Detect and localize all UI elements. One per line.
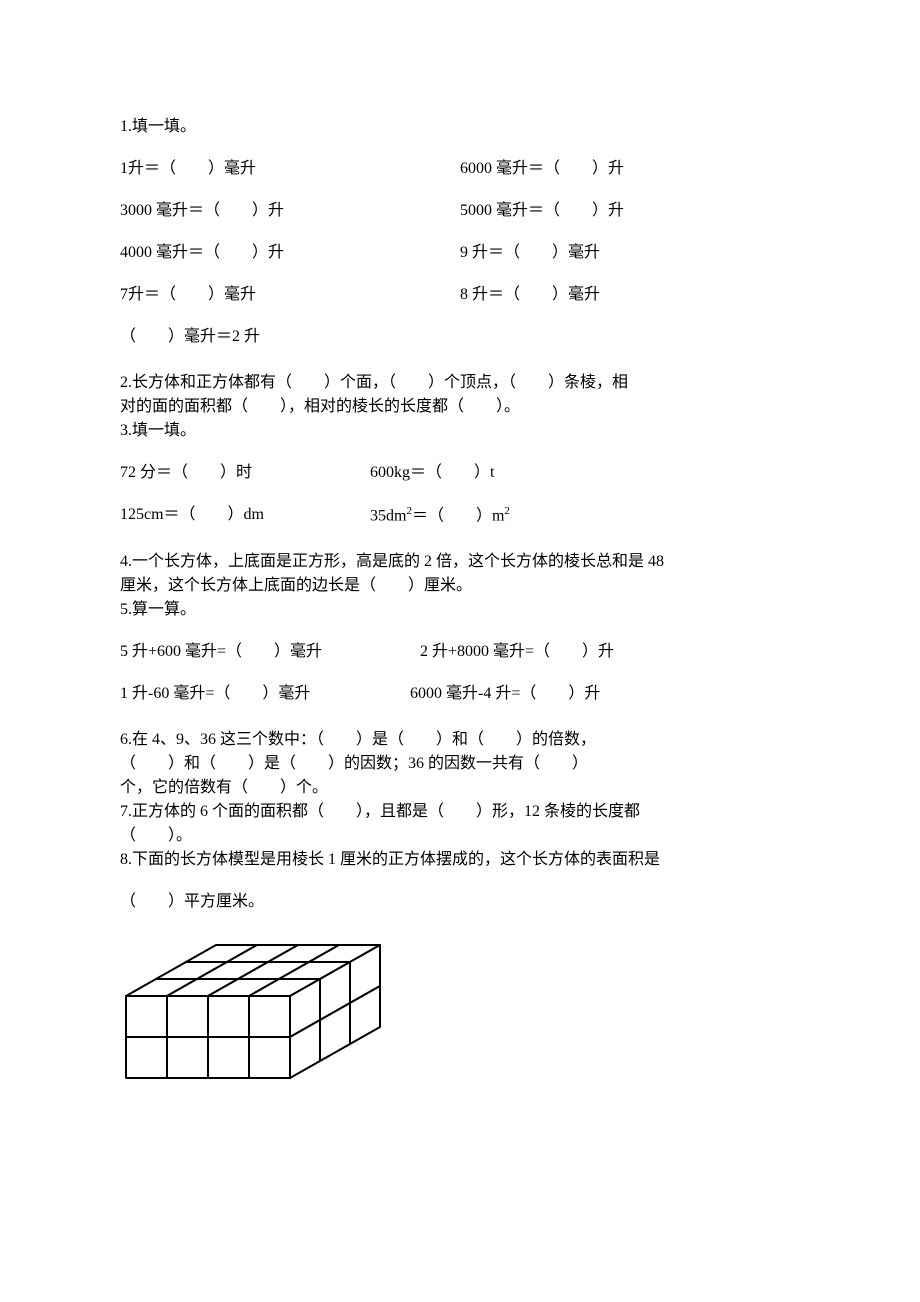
q1-title: 1.填一填。	[120, 115, 800, 139]
cuboid-svg-icon	[120, 944, 400, 1134]
q3-row-1-right: 600kg＝（ ）t	[370, 461, 494, 485]
q3-r2r-mid: ＝（ ）m	[412, 507, 504, 524]
q1-row-2-right: 9 升＝（ ）毫升	[460, 241, 800, 265]
q1-row-1-left: 3000 毫升＝（ ）升	[120, 199, 460, 223]
q1-row-0: 1升＝（ ）毫升 6000 毫升＝（ ）升	[120, 157, 800, 181]
q3-title: 3.填一填。	[120, 419, 800, 443]
q1-row-0-right: 6000 毫升＝（ ）升	[460, 157, 800, 181]
q6-line-2: （ ）和（ ）是（ ）的因数；36 的因数一共有（ ）	[120, 752, 800, 776]
q1-lastline: （ ）毫升＝2 升	[120, 325, 800, 349]
q1-row-0-left: 1升＝（ ）毫升	[120, 157, 460, 181]
q6-line-3: 个，它的倍数有（ ）个。	[120, 776, 800, 800]
q1-row-2-left: 4000 毫升＝（ ）升	[120, 241, 460, 265]
q8-line-1: 8.下面的长方体模型是用棱长 1 厘米的正方体摆成的，这个长方体的表面积是	[120, 848, 800, 872]
q1-row-3-right: 8 升＝（ ）毫升	[460, 283, 800, 307]
q7-line-1: 7.正方体的 6 个面的面积都（ ），且都是（ ）形，12 条棱的长度都	[120, 800, 800, 824]
worksheet-page: 1.填一填。 1升＝（ ）毫升 6000 毫升＝（ ）升 3000 毫升＝（ ）…	[0, 0, 920, 1202]
q2-line-1: 2.长方体和正方体都有（ ）个面，（ ）个顶点，（ ）条棱，相	[120, 371, 800, 395]
q5-row-2: 1 升-60 毫升=（ ）毫升 6000 毫升-4 升=（ ）升	[120, 682, 800, 706]
q4-line-2: 厘米，这个长方体上底面的边长是（ ）厘米。	[120, 574, 800, 598]
q1-row-1-right: 5000 毫升＝（ ）升	[460, 199, 800, 223]
q3-row-1: 72 分＝（ ）时 600kg＝（ ）t	[120, 461, 800, 485]
q3-r2r-sup2: 2	[504, 505, 510, 517]
q1-row-1: 3000 毫升＝（ ）升 5000 毫升＝（ ）升	[120, 199, 800, 223]
q7-line-2: （ ）。	[120, 824, 800, 848]
q5-row-2-left: 1 升-60 毫升=（ ）毫升	[120, 682, 410, 706]
q1-row-2: 4000 毫升＝（ ）升 9 升＝（ ）毫升	[120, 241, 800, 265]
q2-line-2: 对的面的面积都（ ），相对的棱长的长度都（ ）。	[120, 395, 800, 419]
q5-row-2-right: 6000 毫升-4 升=（ ）升	[410, 682, 600, 706]
q5-row-1-right: 2 升+8000 毫升=（ ）升	[420, 640, 614, 664]
q3-row-2-left: 125cm＝（ ）dm	[120, 503, 370, 528]
q3-row-2: 125cm＝（ ）dm 35dm2＝（ ）m2	[120, 503, 800, 528]
q5-title: 5.算一算。	[120, 598, 800, 622]
q3-r2r-pre: 35dm	[370, 507, 406, 524]
q1-row-3: 7升＝（ ）毫升 8 升＝（ ）毫升	[120, 283, 800, 307]
q1-row-3-left: 7升＝（ ）毫升	[120, 283, 460, 307]
q6-line-1: 6.在 4、9、36 这三个数中：（ ）是（ ）和（ ）的倍数，	[120, 728, 800, 752]
q3-row-1-left: 72 分＝（ ）时	[120, 461, 370, 485]
q5-row-1: 5 升+600 毫升=（ ）毫升 2 升+8000 毫升=（ ）升	[120, 640, 800, 664]
q4-line-1: 4.一个长方体，上底面是正方形，高是底的 2 倍，这个长方体的棱长总和是 48	[120, 550, 800, 574]
q5-row-1-left: 5 升+600 毫升=（ ）毫升	[120, 640, 420, 664]
q8-line-2: （ ）平方厘米。	[120, 890, 800, 914]
cuboid-diagram	[120, 944, 800, 1142]
q3-row-2-right: 35dm2＝（ ）m2	[370, 503, 510, 528]
